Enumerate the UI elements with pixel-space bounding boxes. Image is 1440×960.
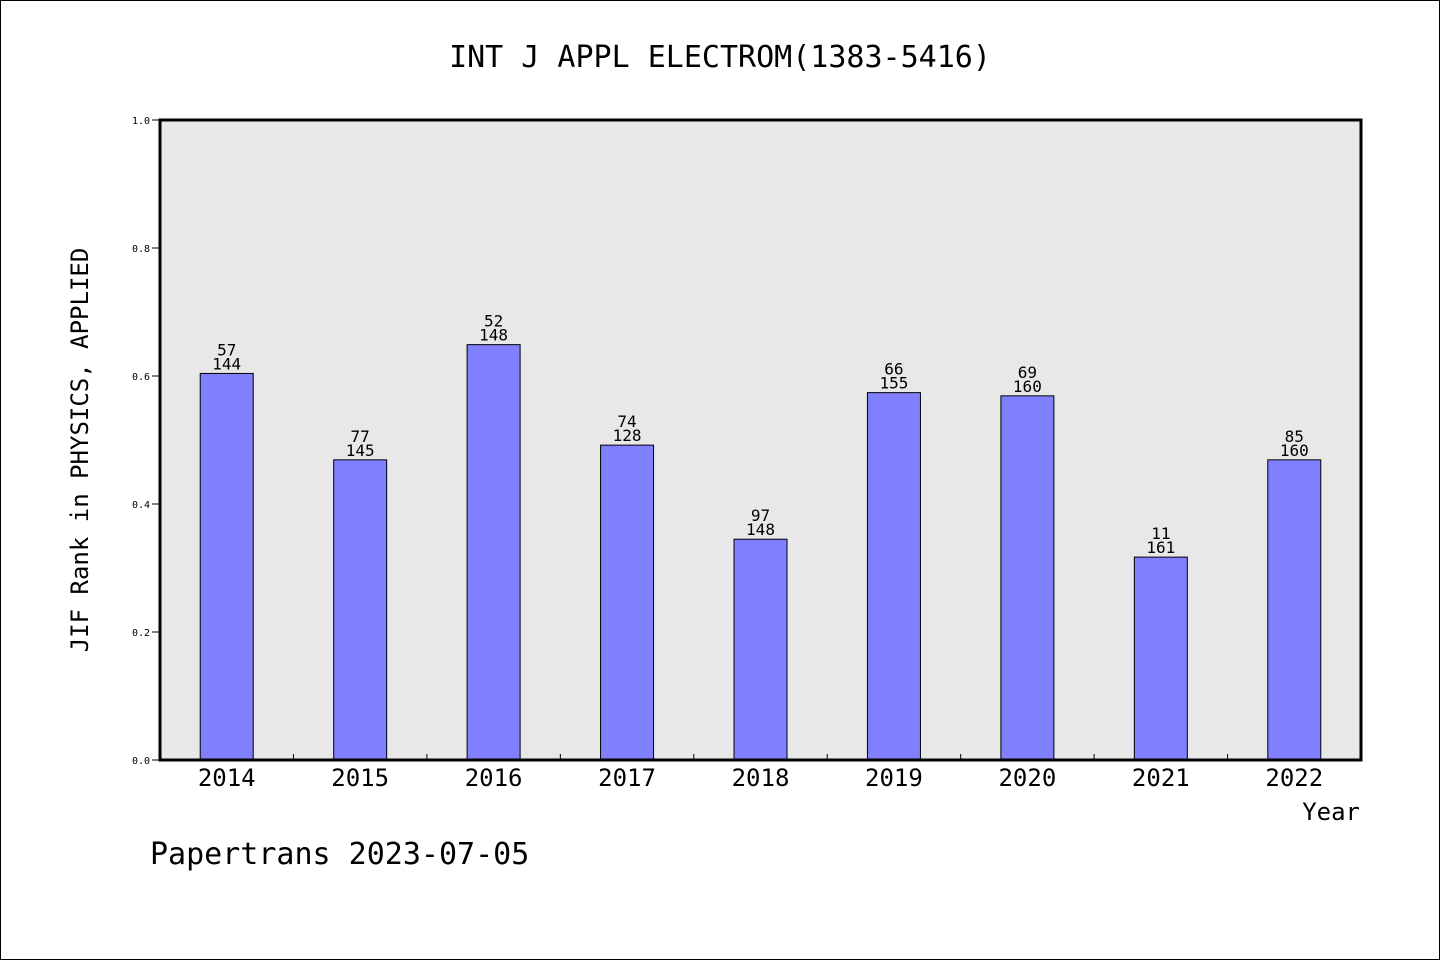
bar-label-top: 57 xyxy=(217,340,236,359)
bar xyxy=(466,344,521,761)
x-tick-label: 2016 xyxy=(465,764,523,792)
x-tick-label: 2022 xyxy=(1265,764,1323,792)
x-tick-label: 2020 xyxy=(998,764,1056,792)
bar xyxy=(1267,459,1322,761)
bar-label-top: 66 xyxy=(884,360,903,379)
bar-label-top: 69 xyxy=(1018,363,1037,382)
bar-series: 5714477145521487412897148661556916011161… xyxy=(199,312,1322,761)
bar-label-bottom: 155 xyxy=(879,374,908,393)
bar xyxy=(733,538,788,761)
y-tick-label: 0.4 xyxy=(132,500,150,511)
bar-label-bottom: 148 xyxy=(746,520,775,539)
x-tick-label: 2021 xyxy=(1132,764,1190,792)
bar-label-top: 52 xyxy=(484,312,503,331)
y-tick-label: 0.0 xyxy=(132,756,150,767)
footer-credit: Papertrans 2023-07-05 xyxy=(150,837,529,872)
x-tick-label: 2014 xyxy=(198,764,256,792)
y-tick-label: 1.0 xyxy=(132,116,150,127)
bar-label-bottom: 148 xyxy=(479,326,508,345)
x-tick-label: 2019 xyxy=(865,764,923,792)
bar-label-top: 97 xyxy=(751,506,770,525)
bar-label-top: 11 xyxy=(1151,524,1170,543)
x-tick-label: 2015 xyxy=(331,764,389,792)
x-tick-label: 2017 xyxy=(598,764,656,792)
x-tick-label: 2018 xyxy=(732,764,790,792)
bar-label-bottom: 160 xyxy=(1280,441,1309,460)
bar-label-bottom: 145 xyxy=(346,441,375,460)
y-tick-label: 0.6 xyxy=(132,372,150,383)
bar-label-bottom: 160 xyxy=(1013,377,1042,396)
bar-label-bottom: 161 xyxy=(1146,538,1175,557)
bar-label-top: 74 xyxy=(617,412,636,431)
bar xyxy=(1133,556,1188,761)
bar xyxy=(600,444,655,761)
y-axis-ticks: 0.0 0.2 0.4 0.6 0.8 1.0 xyxy=(132,116,160,767)
bar xyxy=(333,459,388,761)
y-tick-label: 0.8 xyxy=(132,244,150,255)
bar xyxy=(1000,395,1055,761)
bar-label-top: 85 xyxy=(1285,427,1304,446)
bar xyxy=(199,372,254,761)
x-axis-ticks: 2014 2015 2016 2017 2018 2019 2020 2021 2022 xyxy=(198,754,1323,792)
plot-border xyxy=(158,118,1363,762)
bar xyxy=(866,392,921,761)
chart-title: INT J APPL ELECTROM(1383-5416) xyxy=(449,40,991,75)
y-tick-label: 0.2 xyxy=(132,628,150,639)
y-axis-label: JIF Rank in PHYSICS, APPLIED xyxy=(66,248,94,653)
bar-label-top: 77 xyxy=(351,427,370,446)
bar-label-bottom: 128 xyxy=(613,426,642,445)
x-axis-label: Year xyxy=(1302,798,1360,826)
bar-label-bottom: 144 xyxy=(212,354,241,373)
